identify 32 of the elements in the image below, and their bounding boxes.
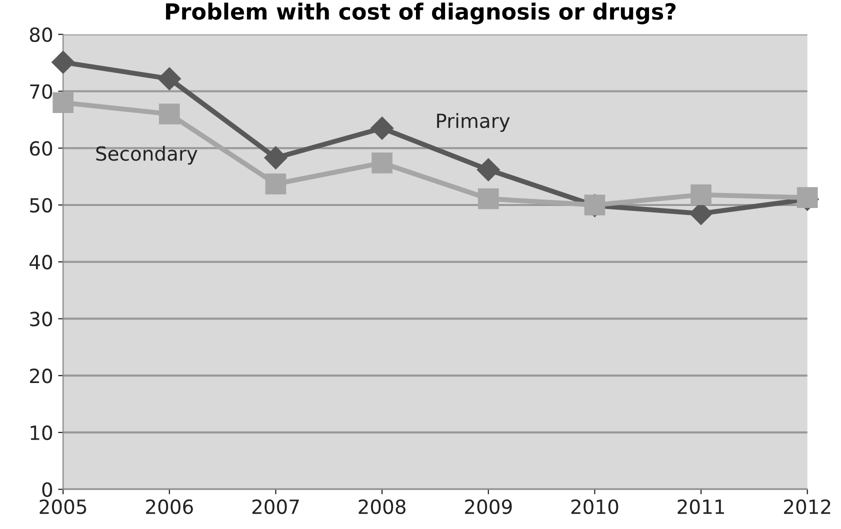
x-tick-label: 2008: [358, 499, 406, 514]
point: [478, 188, 499, 210]
point: [476, 158, 500, 182]
point: [158, 67, 181, 90]
series-label: Secondary: [96, 146, 198, 165]
y-tick-label: 0: [42, 482, 52, 497]
point: [372, 152, 392, 174]
series-label: Primary: [437, 113, 510, 132]
y-tick-label: 20: [30, 368, 52, 384]
point: [264, 146, 288, 170]
point: [265, 174, 286, 194]
point: [690, 184, 712, 206]
x-tick-label: 2007: [252, 499, 299, 514]
y-tick-label: 80: [30, 27, 52, 42]
y-tick-label: 70: [30, 84, 52, 99]
y-tick-label: 30: [30, 312, 52, 326]
point: [158, 104, 180, 124]
y-tick-label: 60: [30, 141, 52, 156]
x-tick-label: 2012: [784, 499, 830, 514]
x-tick-label: 2011: [678, 499, 724, 514]
point: [52, 92, 74, 114]
point: [796, 187, 818, 208]
x-tick-label: 2009: [465, 499, 512, 514]
y-tick-label: 10: [30, 425, 52, 440]
x-tick-label: 2006: [146, 499, 193, 514]
y-tick-label: 50: [30, 198, 52, 213]
point: [370, 116, 394, 140]
y-tick-label: 40: [30, 254, 52, 270]
chart-title: Problem with cost of diagnosis or drugs?: [166, 2, 676, 24]
point: [52, 50, 75, 74]
x-tick-label: 2005: [40, 499, 86, 514]
x-tick-label: 2010: [571, 499, 618, 514]
